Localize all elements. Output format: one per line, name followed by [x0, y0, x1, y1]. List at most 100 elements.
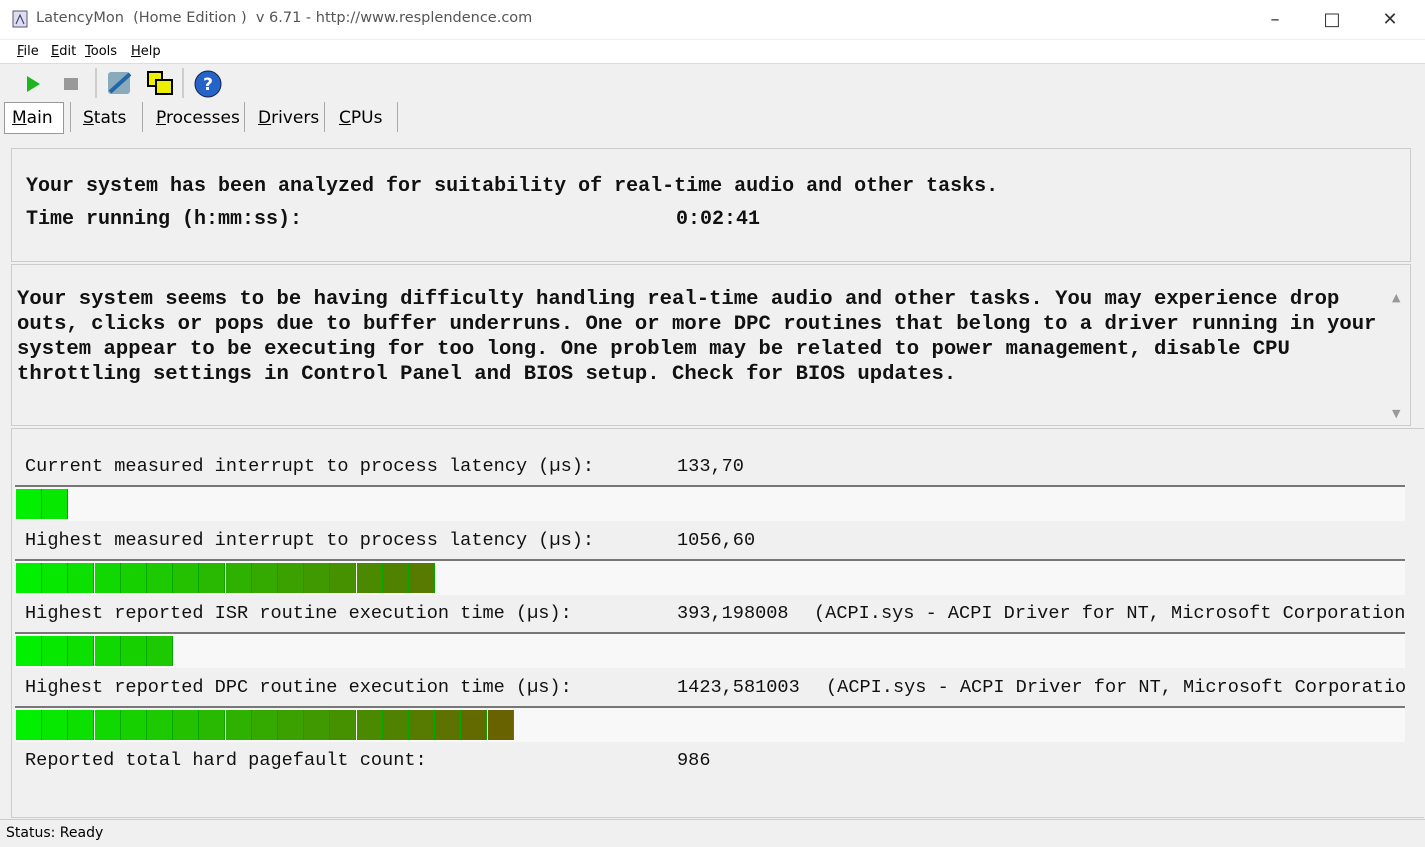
- pagefault-label: Reported total hard pagefault count:: [25, 750, 427, 771]
- svg-text:?: ?: [203, 75, 213, 95]
- meter-segment: [199, 563, 226, 593]
- status-bar: Status: Ready: [0, 819, 1425, 847]
- pagefault-value: 986: [677, 750, 711, 771]
- time-value: 0:02:41: [676, 208, 761, 231]
- meter-segment: [330, 710, 357, 740]
- driver-note: (ACPI.sys - ACPI Driver for NT, Microsof…: [826, 677, 1407, 698]
- scroll-down[interactable]: ▼: [1392, 407, 1401, 420]
- tab[interactable]: Stats: [83, 108, 127, 128]
- meter-segment: [147, 636, 173, 666]
- tab[interactable]: CPUs: [339, 108, 383, 128]
- summary-panel: Your system has been analyzed for suitab…: [11, 148, 1411, 262]
- stop-button[interactable]: [64, 78, 78, 90]
- separator: [324, 102, 325, 132]
- meter-segment: [16, 563, 42, 593]
- tab[interactable]: Main: [12, 108, 53, 128]
- menu-item[interactable]: File: [17, 44, 39, 59]
- close-button[interactable]: ✕: [1382, 9, 1398, 30]
- minimize-button[interactable]: –: [1270, 9, 1280, 30]
- separator: [70, 102, 71, 132]
- metrics-panel: Current measured interrupt to process la…: [11, 428, 1424, 818]
- time-label: Time running (h:mm:ss):: [26, 208, 303, 231]
- meter-segment: [16, 710, 42, 740]
- meter-segment: [356, 563, 383, 593]
- menu-bar: File Edit Tools Help: [0, 40, 1425, 64]
- start-button[interactable]: [27, 76, 40, 92]
- metric-label: Highest measured interrupt to process la…: [25, 530, 595, 551]
- meter-segment: [42, 710, 69, 740]
- meter-segment: [94, 563, 121, 593]
- meter-segment: [382, 563, 409, 593]
- meter-segment: [42, 563, 69, 593]
- metric-value: 1423,581003: [677, 677, 800, 698]
- meter-segment: [304, 710, 331, 740]
- meter-segment: [409, 563, 435, 593]
- meter-segment: [120, 710, 147, 740]
- meter-segment: [304, 563, 331, 593]
- metric-value: 393,198008: [677, 603, 789, 624]
- message-text: Your system seems to be having difficult…: [17, 288, 1377, 386]
- app-icon: [12, 10, 28, 28]
- status-text: Status: Ready: [6, 825, 104, 841]
- title-bar: LatencyMon (Home Edition ) v 6.71 - http…: [0, 0, 1425, 39]
- latency-meter: [15, 559, 1405, 595]
- meter-segment: [42, 636, 69, 666]
- meter-segment: [251, 563, 278, 593]
- metric-label: Highest reported DPC routine execution t…: [25, 677, 572, 698]
- toolbar: ?: [27, 68, 222, 98]
- separator: [244, 102, 245, 132]
- active-tab-frame: [4, 102, 64, 134]
- meter-segment: [68, 636, 95, 666]
- meter-segment: [42, 489, 69, 519]
- meter-segment: [461, 710, 488, 740]
- meter-segment: [487, 710, 514, 740]
- metric-value: 133,70: [677, 456, 744, 477]
- meter-segment: [356, 710, 383, 740]
- meter-segment: [251, 710, 278, 740]
- latency-meter: [15, 485, 1405, 521]
- meter-segment: [382, 710, 409, 740]
- meter-segment: [147, 710, 173, 740]
- scroll-up[interactable]: ▲: [1392, 291, 1401, 304]
- driver-note: (ACPI.sys - ACPI Driver for NT, Microsof…: [814, 603, 1406, 624]
- meter-segment: [16, 636, 42, 666]
- window-title: LatencyMon (Home Edition ) v 6.71 - http…: [36, 10, 533, 26]
- metric-label: Current measured interrupt to process la…: [25, 456, 595, 477]
- metric-label: Highest reported ISR routine execution t…: [25, 603, 572, 624]
- meter-segment: [68, 710, 95, 740]
- meter-segment: [225, 563, 252, 593]
- meter-segment: [120, 563, 147, 593]
- meter-segment: [330, 563, 357, 593]
- isr-meter: [15, 632, 1405, 668]
- maximize-button[interactable]: □: [1323, 9, 1341, 30]
- meter-segment: [199, 710, 226, 740]
- tab[interactable]: Processes: [156, 108, 240, 128]
- meter-segment: [68, 563, 95, 593]
- message-panel: Your system seems to be having difficult…: [11, 264, 1411, 426]
- meter-segment: [94, 710, 121, 740]
- meter-segment: [278, 710, 304, 740]
- meter-segment: [225, 710, 252, 740]
- menu-item[interactable]: Edit: [51, 44, 77, 59]
- meter-segment: [94, 636, 121, 666]
- meter-segment: [278, 563, 304, 593]
- tool-button[interactable]: [108, 72, 132, 94]
- meter-segment: [435, 710, 462, 740]
- meter-segment: [147, 563, 173, 593]
- separator: [142, 102, 143, 132]
- tab[interactable]: Drivers: [258, 108, 320, 128]
- menu-item[interactable]: Tools: [85, 44, 118, 59]
- meter-segment: [409, 710, 435, 740]
- help-button[interactable]: ?: [194, 70, 222, 98]
- summary-line: Your system has been analyzed for suitab…: [26, 175, 999, 198]
- dpc-meter: [15, 706, 1405, 742]
- menu-item[interactable]: Help: [131, 44, 161, 59]
- meter-segment: [173, 563, 200, 593]
- tool-button[interactable]: [147, 71, 173, 95]
- meter-segment: [16, 489, 42, 519]
- meter-segment: [120, 636, 147, 666]
- meter-segment: [173, 710, 200, 740]
- separator: [397, 102, 398, 132]
- metric-value: 1056,60: [677, 530, 756, 551]
